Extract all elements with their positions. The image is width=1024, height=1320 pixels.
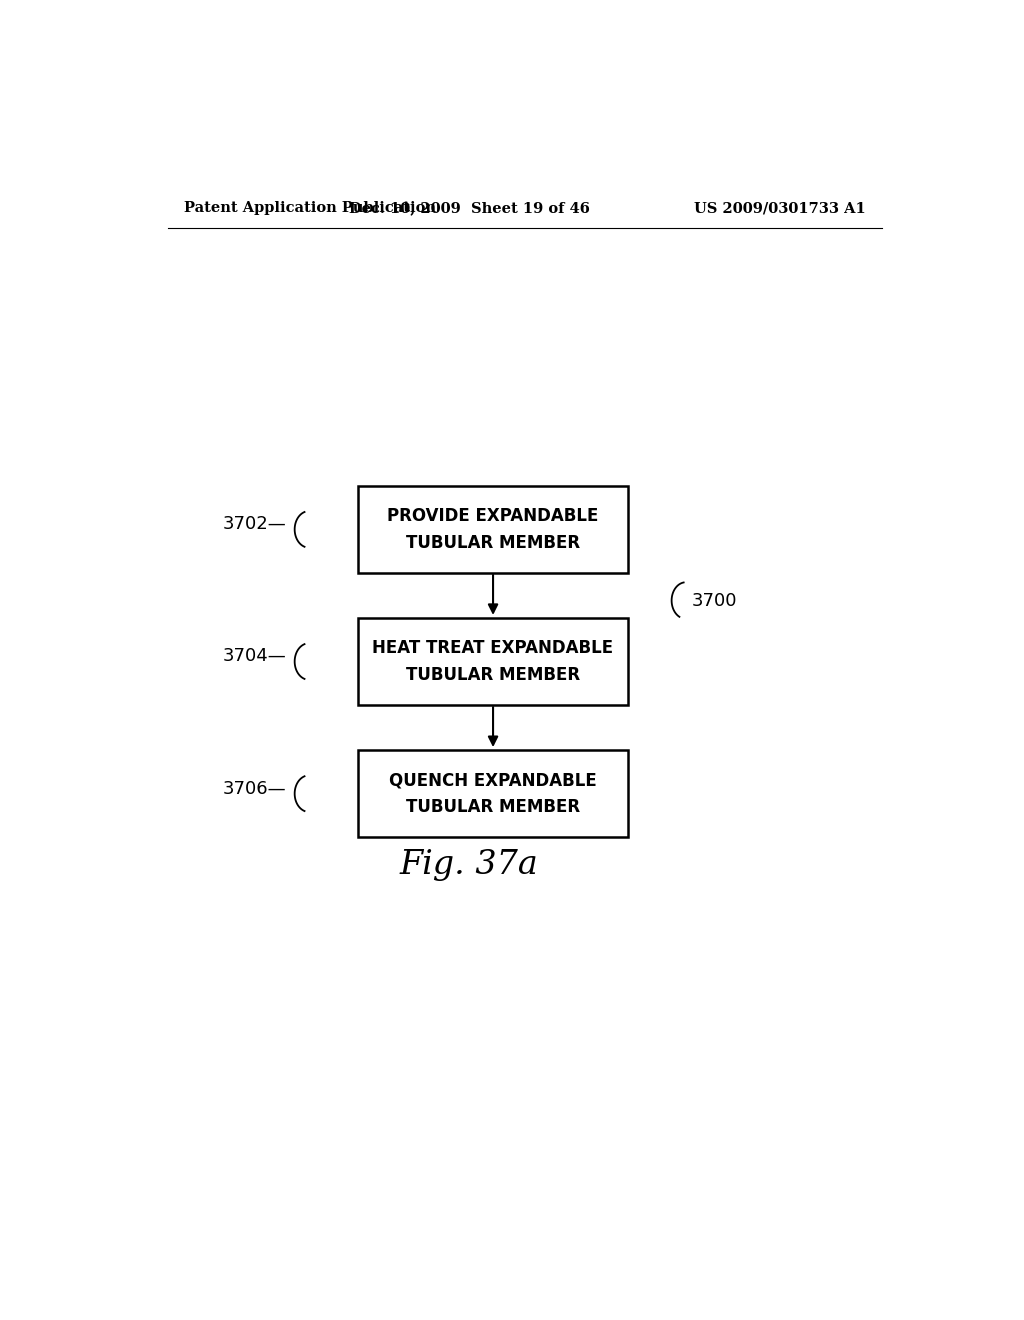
Text: PROVIDE EXPANDABLE
TUBULAR MEMBER: PROVIDE EXPANDABLE TUBULAR MEMBER [387,507,599,552]
Text: Fig. 37a: Fig. 37a [400,849,539,880]
FancyBboxPatch shape [358,751,628,837]
FancyBboxPatch shape [358,618,628,705]
Text: 3700: 3700 [691,591,737,610]
FancyBboxPatch shape [358,486,628,573]
Text: US 2009/0301733 A1: US 2009/0301733 A1 [694,201,866,215]
Text: 3706—: 3706— [223,780,287,797]
Text: Dec. 10, 2009  Sheet 19 of 46: Dec. 10, 2009 Sheet 19 of 46 [349,201,590,215]
Text: 3704—: 3704— [223,647,287,665]
Text: 3702—: 3702— [223,515,287,533]
Text: Patent Application Publication: Patent Application Publication [183,201,435,215]
Text: HEAT TREAT EXPANDABLE
TUBULAR MEMBER: HEAT TREAT EXPANDABLE TUBULAR MEMBER [373,639,613,684]
Text: QUENCH EXPANDABLE
TUBULAR MEMBER: QUENCH EXPANDABLE TUBULAR MEMBER [389,771,597,816]
